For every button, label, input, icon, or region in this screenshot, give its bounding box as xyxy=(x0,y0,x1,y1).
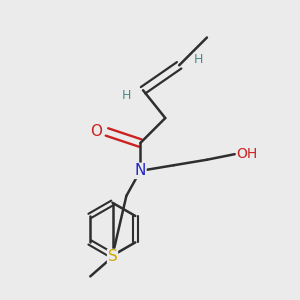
Text: N: N xyxy=(135,163,146,178)
Text: H: H xyxy=(194,53,203,66)
Text: OH: OH xyxy=(237,147,258,161)
Text: O: O xyxy=(90,124,102,140)
Text: S: S xyxy=(108,249,117,264)
Text: H: H xyxy=(122,89,131,102)
